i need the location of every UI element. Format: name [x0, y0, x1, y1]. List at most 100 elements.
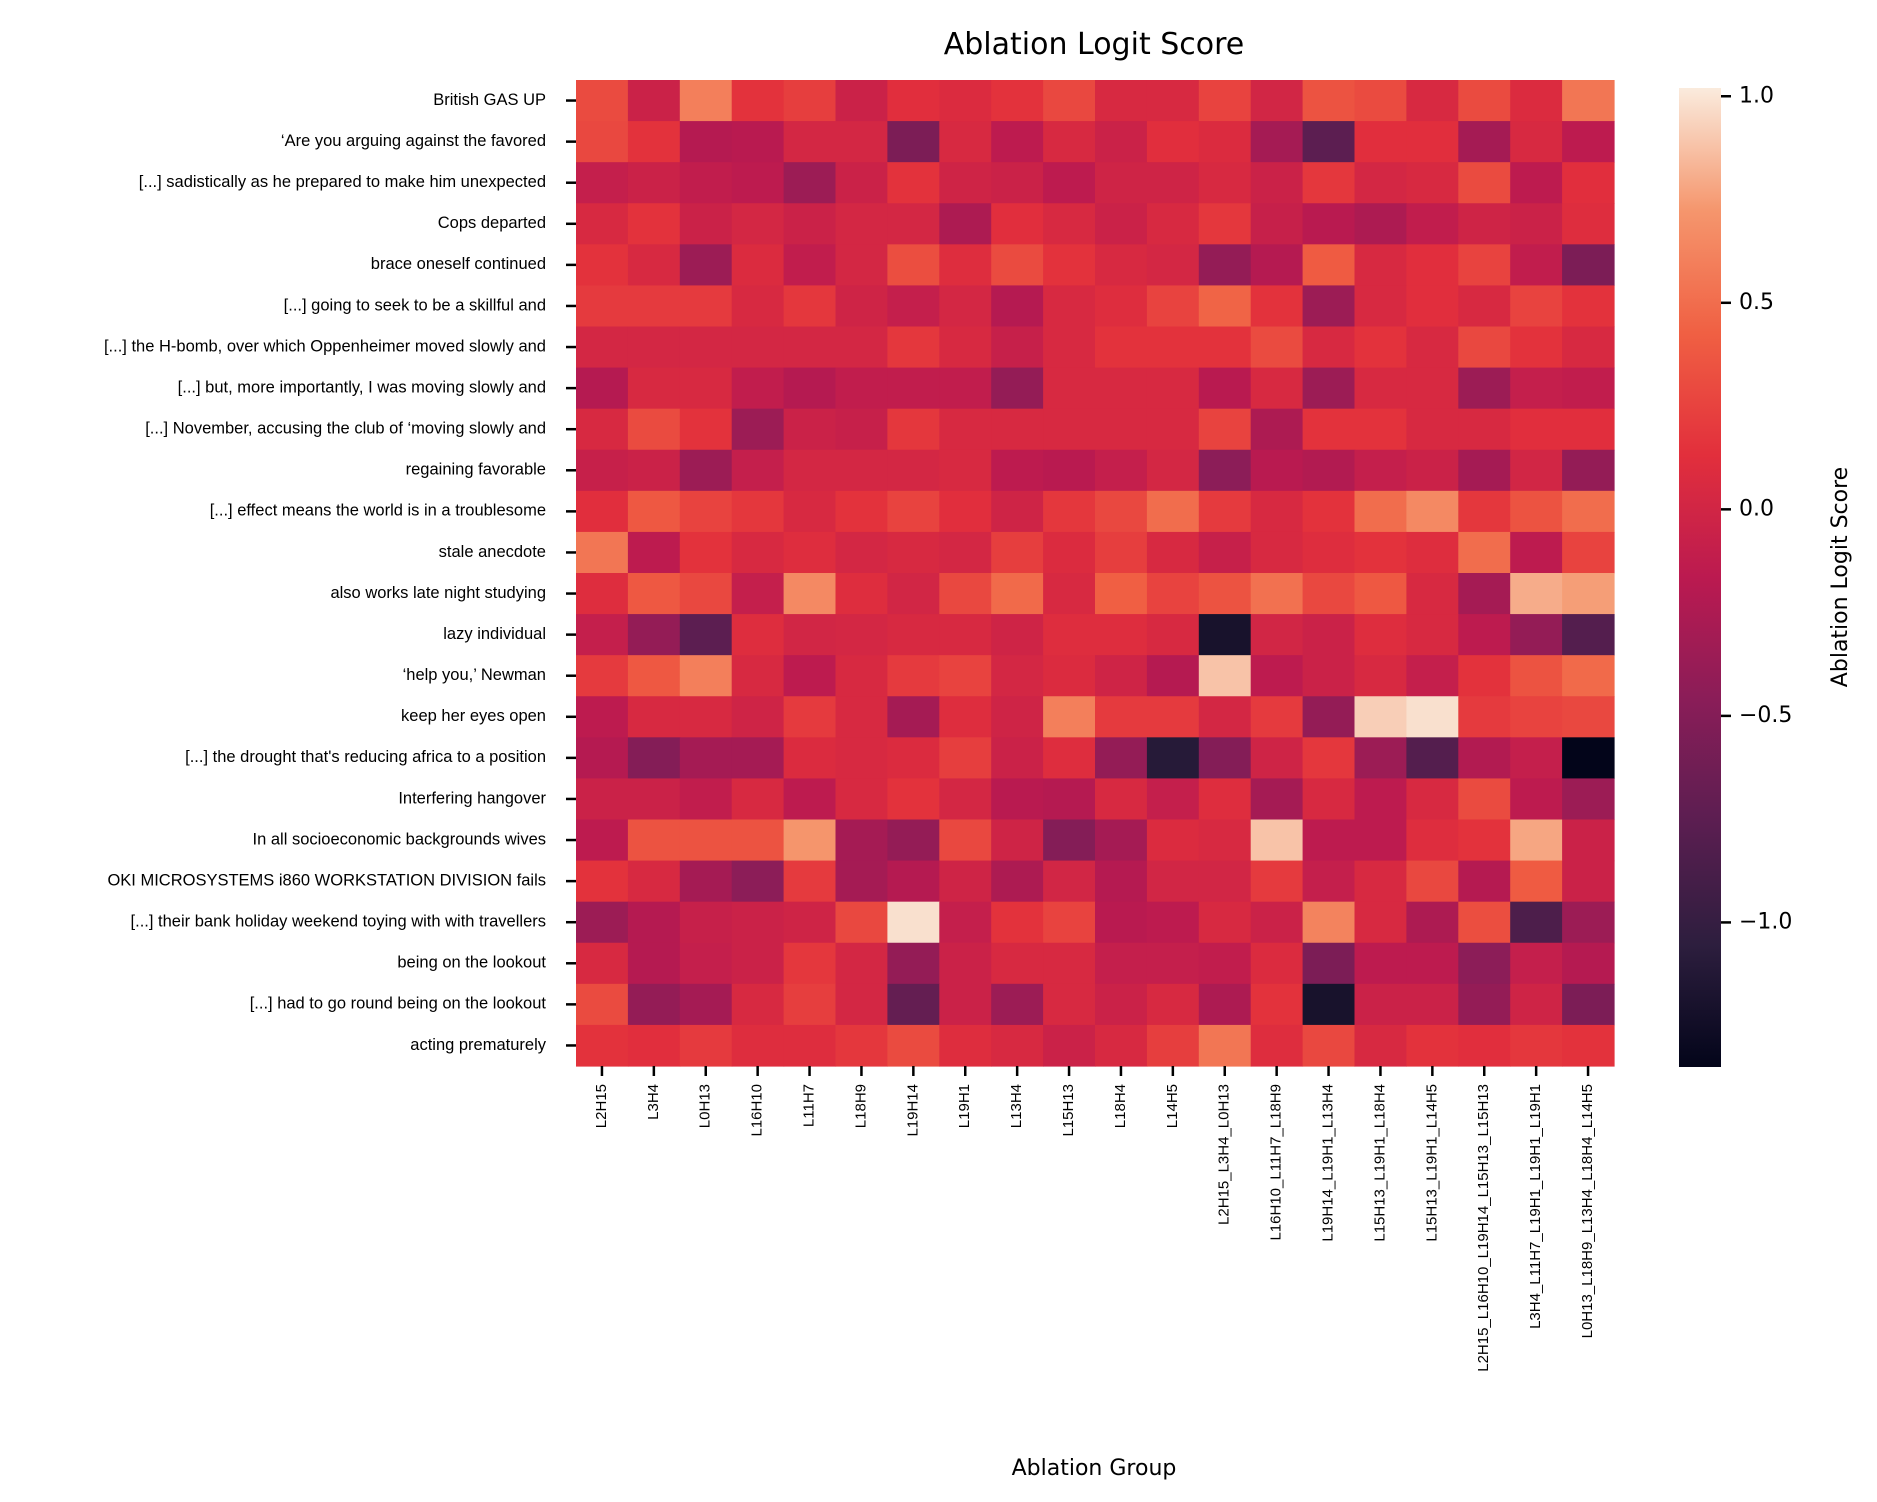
heatmap-cell	[835, 162, 888, 204]
heatmap-cell	[1198, 449, 1252, 492]
x-tick-label: L11H7	[801, 1084, 818, 1127]
heatmap-cell	[887, 367, 940, 410]
heatmap-cell	[1043, 737, 1096, 780]
heatmap-cell	[1043, 80, 1096, 122]
heatmap-cell	[1458, 778, 1511, 821]
heatmap-cell	[835, 80, 888, 122]
heatmap-cell	[991, 573, 1044, 615]
heatmap-cell	[1302, 696, 1356, 738]
heatmap-cell	[1354, 490, 1407, 533]
heatmap-cell	[835, 778, 888, 821]
heatmap-cell	[1198, 1024, 1252, 1067]
heatmap-cell	[1095, 942, 1148, 985]
heatmap-cell	[1510, 326, 1563, 369]
heatmap-cell	[1302, 860, 1356, 903]
heatmap-cell	[1562, 1024, 1615, 1067]
heatmap-cell	[1250, 80, 1304, 122]
heatmap-cell	[1562, 326, 1615, 369]
heatmap-cell	[679, 244, 733, 287]
heatmap-cell	[887, 696, 940, 738]
heatmap-cell	[991, 942, 1044, 985]
heatmap-cell	[1406, 901, 1459, 944]
heatmap-cell	[1198, 983, 1252, 1026]
heatmap-cell	[991, 696, 1044, 738]
heatmap-cell	[991, 162, 1044, 204]
heatmap-cell	[1043, 778, 1096, 821]
heatmap-cell	[783, 778, 837, 821]
heatmap-cell	[887, 244, 940, 287]
heatmap-cell	[1146, 449, 1200, 492]
heatmap-cell	[679, 490, 733, 533]
x-tick-label: L18H9	[852, 1084, 869, 1128]
heatmap-cell	[1095, 244, 1148, 287]
heatmap-cell	[835, 449, 888, 492]
heatmap-cell	[731, 942, 785, 985]
heatmap-cell	[991, 408, 1044, 451]
heatmap-cell	[576, 696, 629, 738]
heatmap-cell	[1043, 367, 1096, 410]
heatmap-cell	[939, 531, 992, 574]
heatmap-cell	[1562, 573, 1615, 615]
heatmap-cell	[887, 573, 940, 615]
heatmap-cell	[1354, 203, 1407, 245]
heatmap-cells	[576, 80, 1615, 1067]
heatmap-cell	[1458, 121, 1511, 163]
y-tick-label: [...] sadistically as he prepared to mak…	[139, 173, 546, 191]
heatmap-cell	[1406, 531, 1459, 574]
x-tick-label: L13H4	[1008, 1084, 1025, 1128]
heatmap-cell	[1458, 860, 1511, 903]
heatmap-cell	[1510, 614, 1563, 656]
heatmap-cell	[1302, 614, 1356, 656]
heatmap-cell	[887, 942, 940, 985]
heatmap-cell	[576, 531, 629, 574]
heatmap-cell	[1250, 1024, 1304, 1067]
heatmap-cell	[679, 737, 733, 780]
heatmap-cell	[627, 778, 681, 821]
y-tick-label: brace oneself continued	[371, 255, 546, 273]
y-tick-label: [...] effect means the world is in a tro…	[210, 502, 546, 520]
heatmap-cell	[1146, 285, 1200, 328]
heatmap-cell	[1406, 121, 1459, 163]
heatmap-cell	[576, 244, 629, 287]
heatmap-cell	[1302, 983, 1356, 1026]
heatmap-cell	[731, 203, 785, 245]
heatmap-cell	[1562, 80, 1615, 122]
colorbar-label: Ablation Logit Score	[1828, 467, 1853, 687]
heatmap-cell	[1250, 326, 1304, 369]
heatmap-cell	[1146, 490, 1200, 533]
heatmap-cell	[835, 819, 888, 862]
heatmap-cell	[991, 490, 1044, 533]
y-tick-label: stale anecdote	[439, 543, 546, 561]
heatmap-cell	[1302, 121, 1356, 163]
heatmap-cell	[731, 326, 785, 369]
heatmap-cell	[576, 614, 629, 656]
heatmap-cell	[1198, 614, 1252, 656]
heatmap-cell	[576, 203, 629, 245]
heatmap-cell	[835, 531, 888, 574]
heatmap-cell	[576, 326, 629, 369]
heatmap-cell	[1250, 942, 1304, 985]
heatmap-cell	[1406, 1024, 1459, 1067]
heatmap-cell	[939, 778, 992, 821]
heatmap-cell	[939, 408, 992, 451]
heatmap-cell	[1406, 942, 1459, 985]
heatmap-cell	[679, 614, 733, 656]
heatmap-cell	[1302, 737, 1356, 780]
heatmap-cell	[1095, 1024, 1148, 1067]
heatmap-cell	[627, 901, 681, 944]
heatmap-cell	[1095, 573, 1148, 615]
heatmap-cell	[1302, 203, 1356, 245]
heatmap-cell	[1302, 162, 1356, 204]
heatmap-cell	[887, 80, 940, 122]
heatmap-cell	[835, 942, 888, 985]
heatmap-cell	[1250, 778, 1304, 821]
heatmap-cell	[783, 696, 837, 738]
heatmap-cell	[1510, 860, 1563, 903]
heatmap-cell	[1198, 696, 1252, 738]
heatmap-cell	[679, 1024, 733, 1067]
heatmap-cell	[1510, 778, 1563, 821]
heatmap-cell	[1458, 490, 1511, 533]
heatmap-cell	[1406, 162, 1459, 204]
heatmap-cell	[1406, 285, 1459, 328]
